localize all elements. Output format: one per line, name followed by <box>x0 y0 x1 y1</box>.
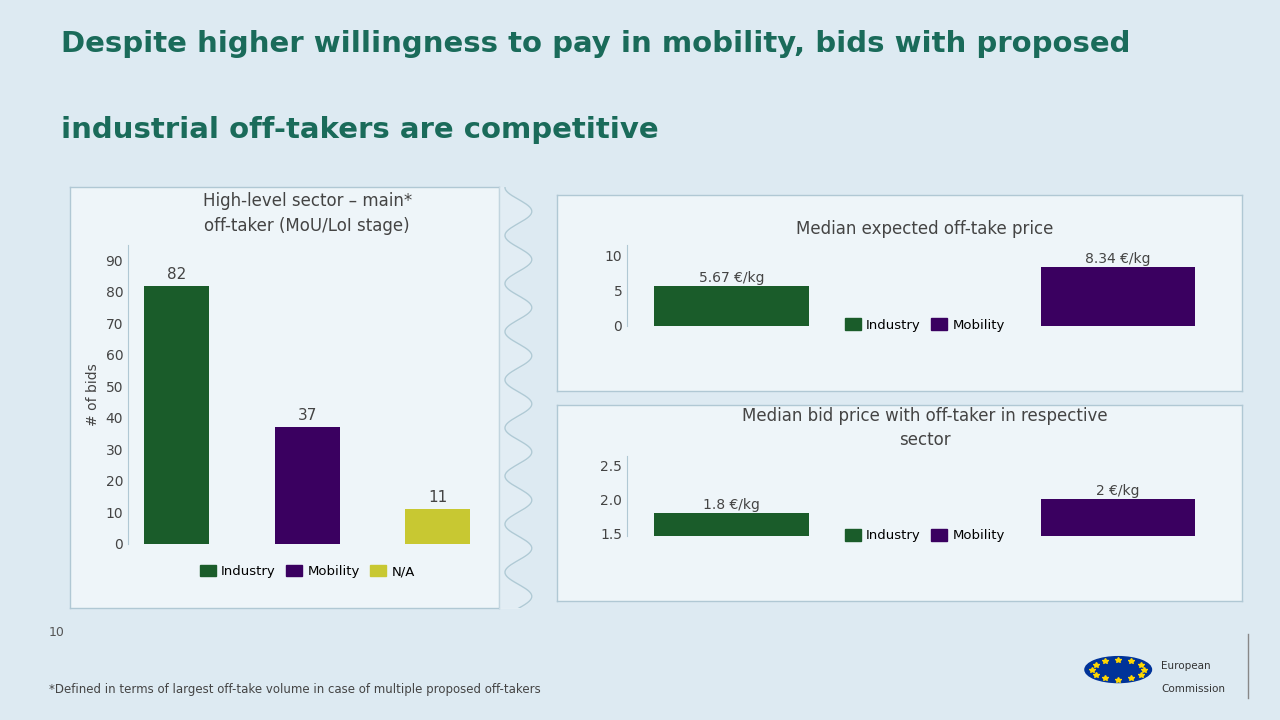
Y-axis label: # of bids: # of bids <box>86 363 100 426</box>
Text: 11: 11 <box>428 490 447 505</box>
Bar <box>404 509 470 544</box>
Text: 10: 10 <box>49 626 64 639</box>
Circle shape <box>1085 657 1152 683</box>
Text: 5.67 €/kg: 5.67 €/kg <box>699 271 764 285</box>
Bar <box>275 427 339 544</box>
Text: 2 €/kg: 2 €/kg <box>1096 485 1139 498</box>
Text: *Defined in terms of largest off-take volume in case of multiple proposed off-ta: *Defined in terms of largest off-take vo… <box>49 683 540 696</box>
Title: Median bid price with off-taker in respective
sector: Median bid price with off-taker in respe… <box>742 407 1107 449</box>
Text: 8.34 €/kg: 8.34 €/kg <box>1085 252 1151 266</box>
Legend: Industry, Mobility, N/A: Industry, Mobility, N/A <box>195 559 420 583</box>
Text: industrial off-takers are competitive: industrial off-takers are competitive <box>61 116 659 144</box>
Text: 82: 82 <box>168 267 187 282</box>
Title: Median expected off-take price: Median expected off-take price <box>796 220 1053 238</box>
Bar <box>1041 267 1196 325</box>
Title: High-level sector – main*
off-taker (MoU/LoI stage): High-level sector – main* off-taker (MoU… <box>202 192 412 235</box>
Bar <box>1041 500 1196 634</box>
Text: 1.8 €/kg: 1.8 €/kg <box>703 498 760 512</box>
Bar <box>654 513 809 634</box>
Text: 37: 37 <box>297 408 317 423</box>
Bar <box>654 286 809 325</box>
Bar <box>145 286 210 544</box>
Legend: Industry, Mobility: Industry, Mobility <box>840 313 1010 337</box>
Text: Commission: Commission <box>1161 684 1225 694</box>
Text: Despite higher willingness to pay in mobility, bids with proposed: Despite higher willingness to pay in mob… <box>61 30 1132 58</box>
Text: European: European <box>1161 662 1211 671</box>
Legend: Industry, Mobility: Industry, Mobility <box>840 523 1010 547</box>
